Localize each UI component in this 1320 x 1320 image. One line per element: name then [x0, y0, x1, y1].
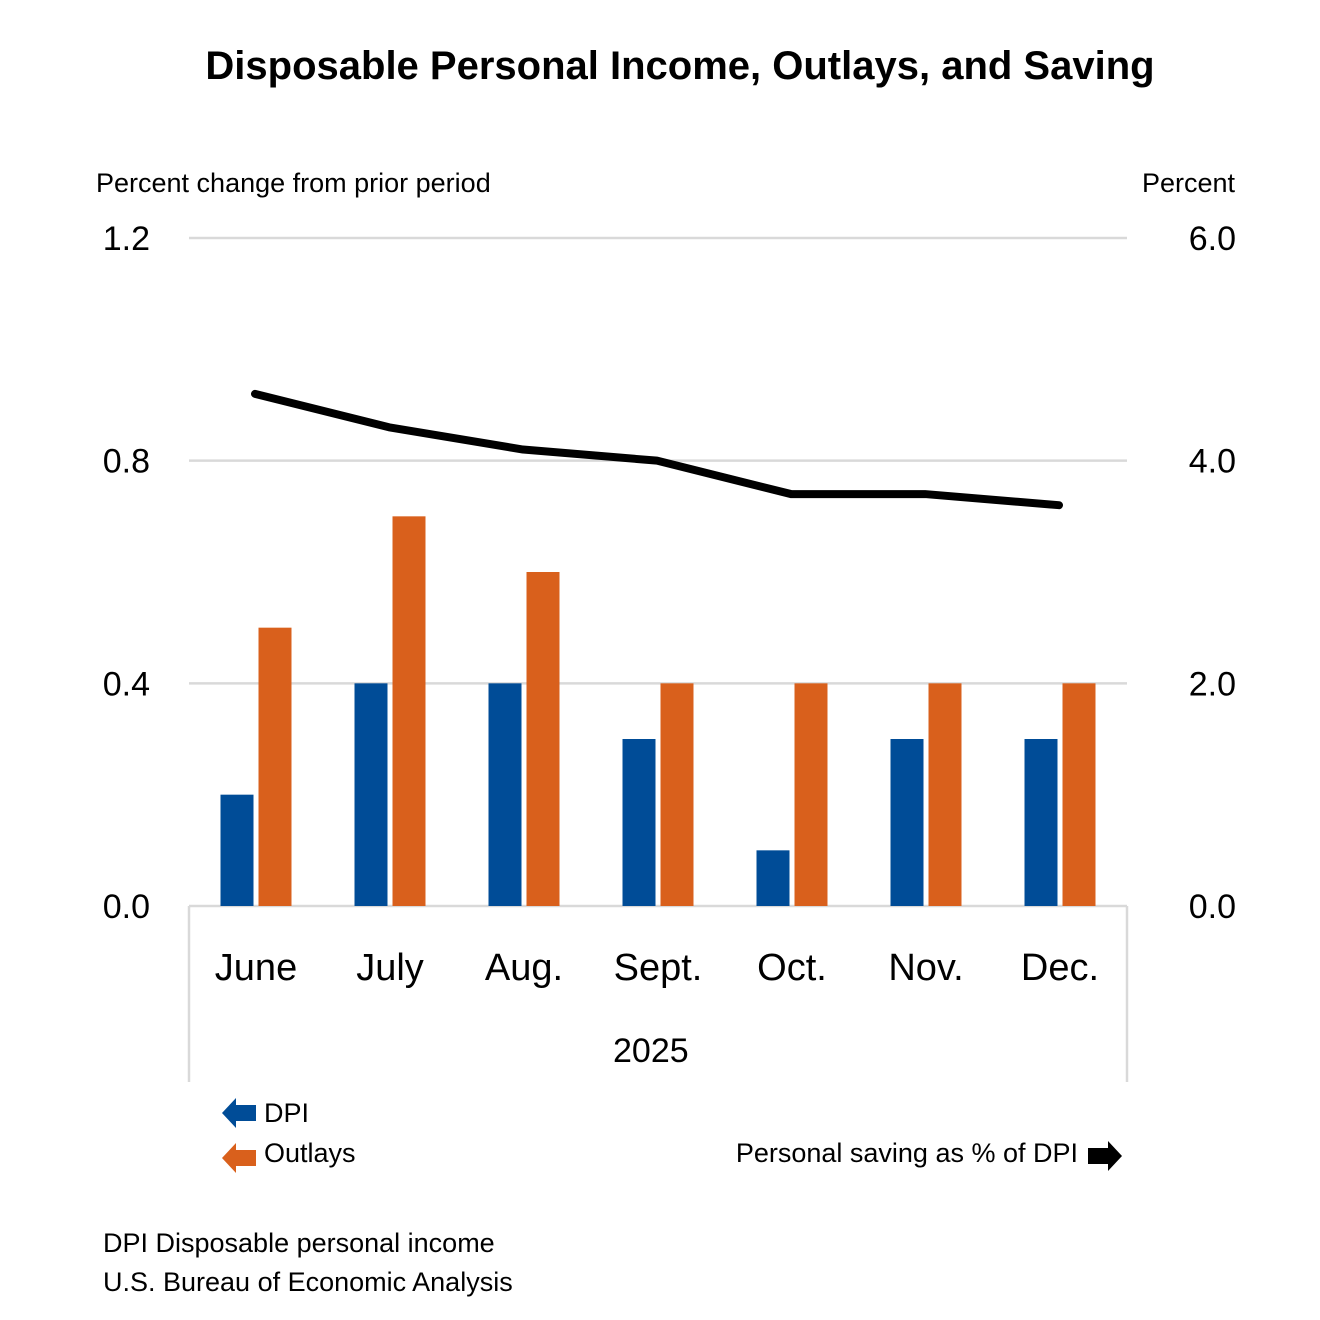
right-tick-label: 4.0	[1189, 443, 1236, 481]
legend-outlays-label: Outlays	[264, 1138, 356, 1168]
left-tick-label: 0.0	[103, 888, 150, 926]
note-dpi-definition: DPI Disposable personal income	[103, 1228, 495, 1258]
saving-line	[251, 389, 1063, 510]
left-tick-label: 0.8	[103, 443, 150, 481]
outlays-left-arrow-icon	[222, 1143, 256, 1173]
outlays-bar	[258, 627, 292, 906]
right-tick-label: 6.0	[1189, 220, 1236, 258]
left-axis-label: Percent change from prior period	[96, 168, 491, 198]
outlays-bar	[794, 683, 828, 906]
note-source: U.S. Bureau of Economic Analysis	[103, 1267, 513, 1297]
right-tick-label: 0.0	[1189, 888, 1236, 926]
dpi-bar	[622, 739, 656, 906]
category-label: July	[356, 947, 424, 989]
dpi-bar	[488, 683, 522, 906]
outlays-bar	[660, 683, 694, 906]
category-label: Sept.	[614, 947, 703, 989]
category-label: Aug.	[485, 947, 563, 989]
category-label: June	[215, 947, 297, 989]
chart-title: Disposable Personal Income, Outlays, and…	[205, 44, 1155, 88]
year-label: 2025	[613, 1032, 689, 1070]
right-tick-label: 2.0	[1189, 665, 1236, 703]
left-tick-label: 1.2	[103, 220, 150, 258]
dpi-bar	[756, 850, 790, 906]
right-axis-label: Percent	[1141, 168, 1235, 198]
dpi-bar	[1024, 739, 1058, 906]
dpi-bar	[220, 794, 254, 906]
dpi-bar	[354, 683, 388, 906]
saving-right-arrow-icon	[1088, 1141, 1122, 1171]
category-label: Oct.	[757, 947, 827, 989]
dpi-bar	[890, 739, 924, 906]
outlays-bar	[1062, 683, 1096, 906]
legend-saving-label: Personal saving as % of DPI	[735, 1138, 1078, 1168]
category-label: Dec.	[1021, 947, 1099, 989]
outlays-bar	[392, 516, 426, 906]
category-label: Nov.	[888, 947, 963, 989]
outlays-bar	[526, 572, 560, 906]
dpi-left-arrow-icon	[222, 1098, 256, 1128]
outlays-bar	[928, 683, 962, 906]
left-tick-label: 0.4	[103, 665, 150, 703]
legend-dpi-label: DPI	[264, 1098, 310, 1128]
